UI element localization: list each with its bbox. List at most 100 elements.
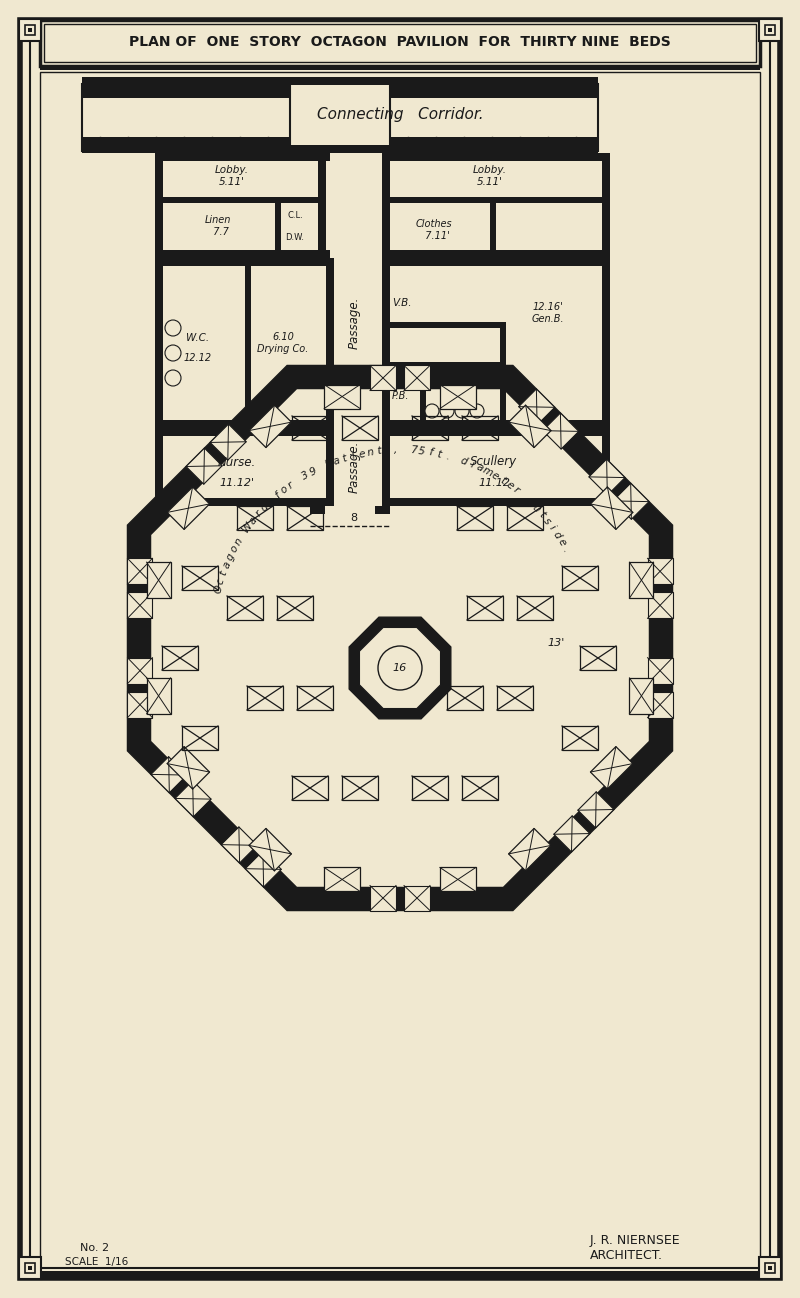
Text: P: P (324, 458, 334, 470)
Text: r: r (254, 509, 264, 519)
Text: d: d (259, 501, 270, 513)
Bar (382, 428, 610, 436)
Text: 5: 5 (418, 447, 426, 457)
Polygon shape (221, 827, 258, 863)
Circle shape (440, 404, 454, 418)
Polygon shape (127, 692, 153, 718)
Circle shape (165, 345, 181, 361)
Text: i: i (469, 459, 475, 470)
Polygon shape (404, 885, 430, 910)
Bar (602, 428, 610, 506)
Polygon shape (647, 592, 673, 618)
Bar (182, 726, 218, 750)
Circle shape (425, 404, 439, 418)
Text: a: a (474, 462, 485, 474)
Polygon shape (210, 424, 246, 459)
Bar (19, 19, 41, 42)
Bar (412, 415, 448, 440)
Polygon shape (127, 658, 153, 684)
Bar (326, 258, 334, 428)
Bar (382, 197, 610, 202)
Polygon shape (150, 388, 650, 888)
Polygon shape (349, 617, 451, 719)
Bar (326, 428, 334, 506)
Polygon shape (509, 828, 551, 871)
Text: 8: 8 (350, 513, 358, 523)
Circle shape (470, 404, 484, 418)
Text: Linen
  7.7: Linen 7.7 (205, 215, 231, 236)
Bar (462, 415, 498, 440)
Polygon shape (167, 746, 210, 789)
Bar (382, 428, 390, 506)
Text: Passage.: Passage. (347, 441, 361, 493)
Polygon shape (370, 366, 396, 391)
Bar (768, 1266, 772, 1271)
Text: O: O (213, 584, 224, 594)
Bar (490, 202, 496, 258)
Text: a: a (221, 559, 233, 570)
Polygon shape (440, 867, 476, 892)
Text: o: o (524, 496, 535, 508)
Polygon shape (647, 558, 673, 584)
Bar (182, 566, 218, 591)
Polygon shape (590, 746, 633, 789)
Polygon shape (167, 487, 210, 530)
Text: s: s (384, 445, 390, 456)
Text: r: r (512, 485, 522, 496)
Polygon shape (249, 405, 291, 448)
Bar (82, 138, 290, 151)
Polygon shape (146, 678, 170, 714)
Text: 9: 9 (308, 466, 318, 478)
Bar (155, 153, 330, 161)
Text: Lobby.
5.11': Lobby. 5.11' (473, 165, 507, 187)
Bar (155, 498, 330, 506)
Bar (318, 153, 326, 258)
Bar (292, 415, 328, 440)
Polygon shape (630, 678, 654, 714)
Text: e: e (490, 470, 500, 482)
Text: 13': 13' (547, 639, 564, 648)
Bar (227, 596, 263, 620)
Bar (382, 258, 610, 266)
Text: Clothes
  7.11': Clothes 7.11' (416, 219, 452, 241)
Text: t: t (536, 509, 546, 519)
Text: ,: , (394, 445, 398, 456)
Polygon shape (613, 483, 649, 519)
Text: f: f (273, 491, 282, 501)
Bar (382, 322, 502, 328)
Bar (382, 498, 610, 506)
Text: 7: 7 (410, 445, 417, 456)
Bar (562, 726, 598, 750)
Bar (82, 77, 598, 84)
Text: d: d (551, 530, 563, 540)
Polygon shape (647, 692, 673, 718)
Text: Lobby.
5.11': Lobby. 5.11' (215, 165, 249, 187)
Text: t: t (498, 475, 507, 485)
Text: .: . (561, 546, 571, 553)
Text: e: e (358, 448, 366, 459)
Bar (40, 65, 760, 70)
Bar (155, 197, 324, 202)
Text: .: . (445, 450, 450, 461)
Polygon shape (127, 366, 673, 910)
Bar (277, 596, 313, 620)
Bar (82, 84, 290, 151)
Bar (412, 776, 448, 800)
Text: Passage.: Passage. (347, 297, 361, 349)
Text: m: m (481, 465, 494, 479)
Text: SCALE  1/16: SCALE 1/16 (65, 1256, 128, 1267)
Text: s: s (542, 515, 553, 526)
Polygon shape (404, 366, 430, 391)
Bar (382, 258, 390, 428)
Polygon shape (630, 562, 654, 598)
Text: t: t (436, 449, 442, 459)
Bar (759, 19, 781, 42)
Bar (155, 428, 330, 436)
Bar (382, 153, 610, 161)
Polygon shape (175, 780, 211, 816)
Text: P.B.: P.B. (391, 391, 409, 401)
Text: J. R. NIERNSEE
ARCHITECT.: J. R. NIERNSEE ARCHITECT. (590, 1234, 681, 1262)
Text: 6.10
Drying Co.: 6.10 Drying Co. (258, 332, 309, 354)
Text: f: f (428, 448, 433, 458)
Text: W.C.: W.C. (186, 334, 210, 343)
